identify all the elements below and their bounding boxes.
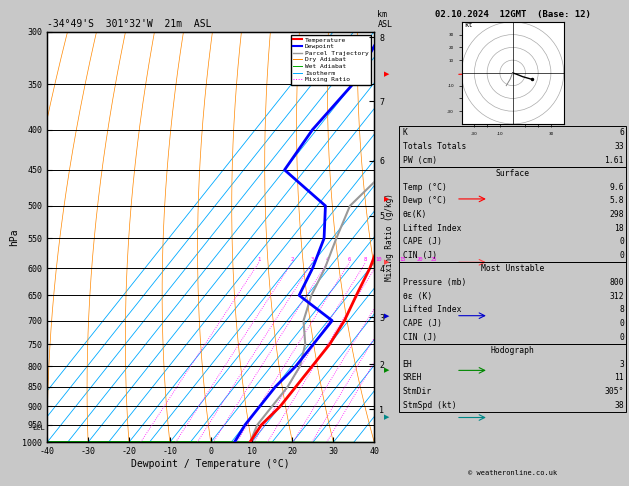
Legend: Temperature, Dewpoint, Parcel Trajectory, Dry Adiabat, Wet Adiabat, Isotherm, Mi: Temperature, Dewpoint, Parcel Trajectory…: [291, 35, 371, 85]
Text: θε(K): θε(K): [403, 210, 427, 219]
Text: 3: 3: [311, 257, 314, 262]
Text: Hodograph: Hodograph: [491, 346, 535, 355]
Text: 298: 298: [610, 210, 624, 219]
Text: Lifted Index: Lifted Index: [403, 224, 461, 233]
Text: 5.8: 5.8: [610, 196, 624, 206]
Text: ▶: ▶: [384, 312, 389, 319]
Text: 8: 8: [619, 305, 624, 314]
Text: 1.61: 1.61: [604, 156, 624, 165]
Text: Totals Totals: Totals Totals: [403, 142, 466, 151]
Text: 10: 10: [376, 257, 382, 262]
Text: 6: 6: [619, 128, 624, 138]
Text: km
ASL: km ASL: [377, 10, 392, 29]
Text: ▶: ▶: [384, 415, 389, 420]
Text: 1: 1: [257, 257, 260, 262]
X-axis label: Dewpoint / Temperature (°C): Dewpoint / Temperature (°C): [131, 459, 290, 469]
Text: K: K: [403, 128, 408, 138]
Text: Mixing Ratio (g/kg): Mixing Ratio (g/kg): [386, 193, 394, 281]
Text: 4: 4: [326, 257, 329, 262]
Text: 11: 11: [614, 373, 624, 382]
Text: kt: kt: [464, 22, 472, 28]
Text: 0: 0: [619, 237, 624, 246]
Text: 25: 25: [431, 257, 437, 262]
Text: Lifted Index: Lifted Index: [403, 305, 461, 314]
Text: 0: 0: [619, 251, 624, 260]
Text: 305°: 305°: [604, 387, 624, 396]
Text: Most Unstable: Most Unstable: [481, 264, 544, 274]
Text: 0: 0: [619, 332, 624, 342]
Text: PW (cm): PW (cm): [403, 156, 437, 165]
Text: StmDir: StmDir: [403, 387, 432, 396]
Text: CIN (J): CIN (J): [403, 332, 437, 342]
Text: 2: 2: [291, 257, 294, 262]
Text: -34°49'S  301°32'W  21m  ASL: -34°49'S 301°32'W 21m ASL: [47, 19, 212, 29]
Text: 9.6: 9.6: [610, 183, 624, 192]
Text: Temp (°C): Temp (°C): [403, 183, 447, 192]
Text: 02.10.2024  12GMT  (Base: 12): 02.10.2024 12GMT (Base: 12): [435, 10, 591, 19]
Text: SREH: SREH: [403, 373, 422, 382]
Text: 8: 8: [364, 257, 367, 262]
Text: CAPE (J): CAPE (J): [403, 319, 442, 328]
Text: ▶: ▶: [384, 196, 389, 202]
Y-axis label: hPa: hPa: [9, 228, 19, 246]
Text: 800: 800: [610, 278, 624, 287]
Text: © weatheronline.co.uk: © weatheronline.co.uk: [468, 470, 557, 476]
Text: 3: 3: [619, 360, 624, 369]
Text: 0: 0: [619, 319, 624, 328]
Text: 6: 6: [348, 257, 351, 262]
Text: 312: 312: [610, 292, 624, 301]
Text: Pressure (mb): Pressure (mb): [403, 278, 466, 287]
Text: ▶: ▶: [384, 367, 389, 373]
Text: LCL: LCL: [32, 425, 45, 432]
Text: EH: EH: [403, 360, 413, 369]
Text: Surface: Surface: [496, 169, 530, 178]
Text: CAPE (J): CAPE (J): [403, 237, 442, 246]
Text: CIN (J): CIN (J): [403, 251, 437, 260]
Text: 33: 33: [614, 142, 624, 151]
Text: Dewp (°C): Dewp (°C): [403, 196, 447, 206]
Text: StmSpd (kt): StmSpd (kt): [403, 400, 456, 410]
Text: θε (K): θε (K): [403, 292, 432, 301]
Text: ▶: ▶: [384, 71, 389, 77]
Text: 18: 18: [614, 224, 624, 233]
Text: 20: 20: [417, 257, 423, 262]
Text: ▶: ▶: [384, 260, 389, 265]
Text: 38: 38: [614, 400, 624, 410]
Text: 15: 15: [399, 257, 406, 262]
